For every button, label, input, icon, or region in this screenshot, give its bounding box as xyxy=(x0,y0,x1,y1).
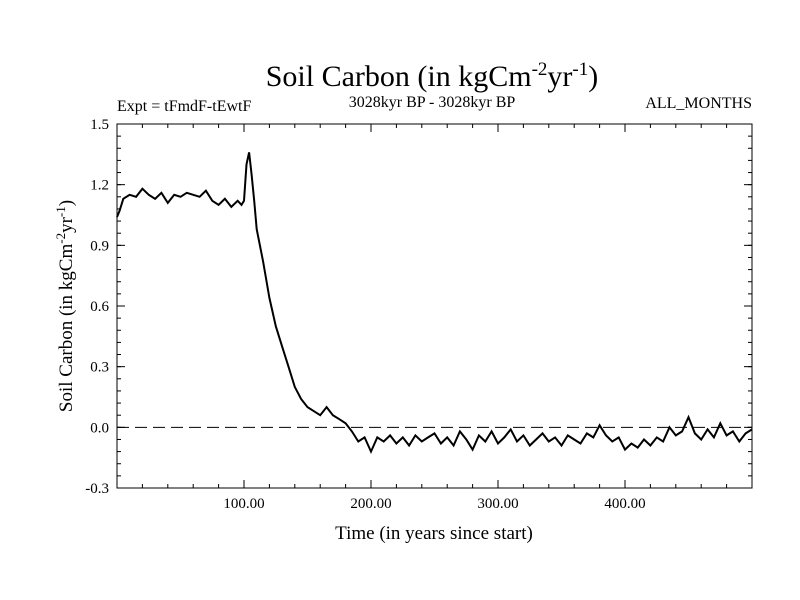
y-tick-label: 0.3 xyxy=(90,360,109,376)
chart-title: Soil Carbon (in kgCm-2yr-1) xyxy=(266,59,599,93)
x-tick-label: 200.00 xyxy=(350,496,391,512)
months-label: ALL_MONTHS xyxy=(645,95,752,112)
x-axis: 100.00 200.00 300.00 400.00 xyxy=(141,124,728,512)
x-tick-label: 300.00 xyxy=(477,496,518,512)
y-axis-label: Soil Carbon (in kgCm-2yr-1) xyxy=(53,200,77,412)
x-tick-label: 400.00 xyxy=(604,496,645,512)
x-axis-label: Time (in years since start) xyxy=(335,523,533,544)
y-axis: -0.3 0.0 0.3 0.6 0.9 1.2 1.5 xyxy=(85,117,752,497)
experiment-label: Expt = tFmdF-tEwtF xyxy=(117,98,251,115)
x-tick-label: 100.00 xyxy=(223,496,264,512)
y-tick-label: 1.2 xyxy=(90,178,109,194)
period-label: 3028kyr BP - 3028kyr BP xyxy=(349,94,516,111)
y-tick-label: 0.6 xyxy=(90,299,109,315)
y-tick-label: -0.3 xyxy=(85,481,109,497)
y-tick-label: 0.0 xyxy=(90,420,109,436)
y-tick-label: 1.5 xyxy=(90,117,109,133)
soil-carbon-series-line xyxy=(116,152,753,455)
y-tick-label: 0.9 xyxy=(90,238,109,254)
